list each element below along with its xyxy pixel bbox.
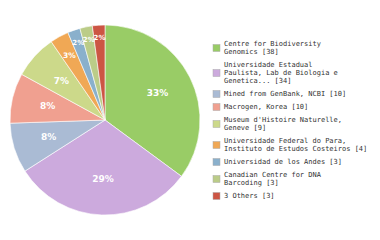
legend-label: Universidade EstadualPaulista, Lab de Bi… (224, 61, 338, 85)
legend-swatch (213, 159, 220, 166)
legend-label: Museum d'Histoire Naturelle,Geneve [9] (224, 116, 342, 132)
legend-item: Canadian Centre for DNABarcoding [3] (213, 171, 322, 187)
legend-swatch (213, 91, 220, 98)
legend-item: Universidade Federal do Para,Instituto d… (213, 137, 367, 153)
legend-item: Universidade EstadualPaulista, Lab de Bi… (213, 61, 338, 85)
pie-slice (80, 26, 105, 120)
pie-slice (92, 25, 105, 120)
legend-item: Mined from GenBank, NCBI [10] (213, 90, 346, 98)
legend-item: 3 Others [3] (213, 192, 275, 200)
pie-slice (25, 120, 182, 215)
legend: Centre for BiodiversityGenomics [38] Univ… (213, 40, 367, 200)
data-label: 8% (40, 101, 55, 111)
legend-item: Universidad de los Andes [3] (213, 158, 342, 166)
legend-swatch (213, 45, 220, 52)
legend-label: Macrogen, Korea [10] (224, 103, 308, 111)
chart: 33%29%8%8%7%3%2%2%2%Centre for Biodivers… (0, 0, 380, 240)
legend-label: Centre for BiodiversityGenomics [38] (224, 40, 321, 56)
legend-label: Canadian Centre for DNABarcoding [3] (224, 171, 322, 187)
legend-swatch (213, 70, 220, 77)
legend-label: Universidad de los Andes [3] (224, 158, 342, 166)
data-labels: 33%29%8%8%7%3%2%2%2% (40, 34, 168, 183)
data-label: 8% (41, 132, 56, 142)
legend-item: Museum d'Histoire Naturelle,Geneve [9] (213, 116, 342, 132)
data-label: 33% (147, 88, 169, 98)
legend-item: Centre for BiodiversityGenomics [38] (213, 40, 321, 56)
legend-swatch (213, 193, 220, 200)
legend-item: Macrogen, Korea [10] (213, 103, 308, 111)
data-label: 2% (94, 34, 106, 42)
legend-swatch (213, 142, 220, 149)
data-label: 29% (92, 174, 114, 184)
legend-swatch (213, 104, 220, 111)
legend-label: Mined from GenBank, NCBI [10] (224, 90, 346, 98)
legend-swatch (213, 121, 220, 128)
pie (10, 25, 200, 215)
data-label: 7% (54, 75, 69, 85)
legend-swatch (213, 176, 220, 183)
legend-label: 3 Others [3] (224, 192, 275, 200)
pie-slice (10, 120, 105, 171)
data-label: 3% (63, 51, 76, 60)
legend-label: Universidade Federal do Para,Instituto d… (224, 137, 367, 153)
